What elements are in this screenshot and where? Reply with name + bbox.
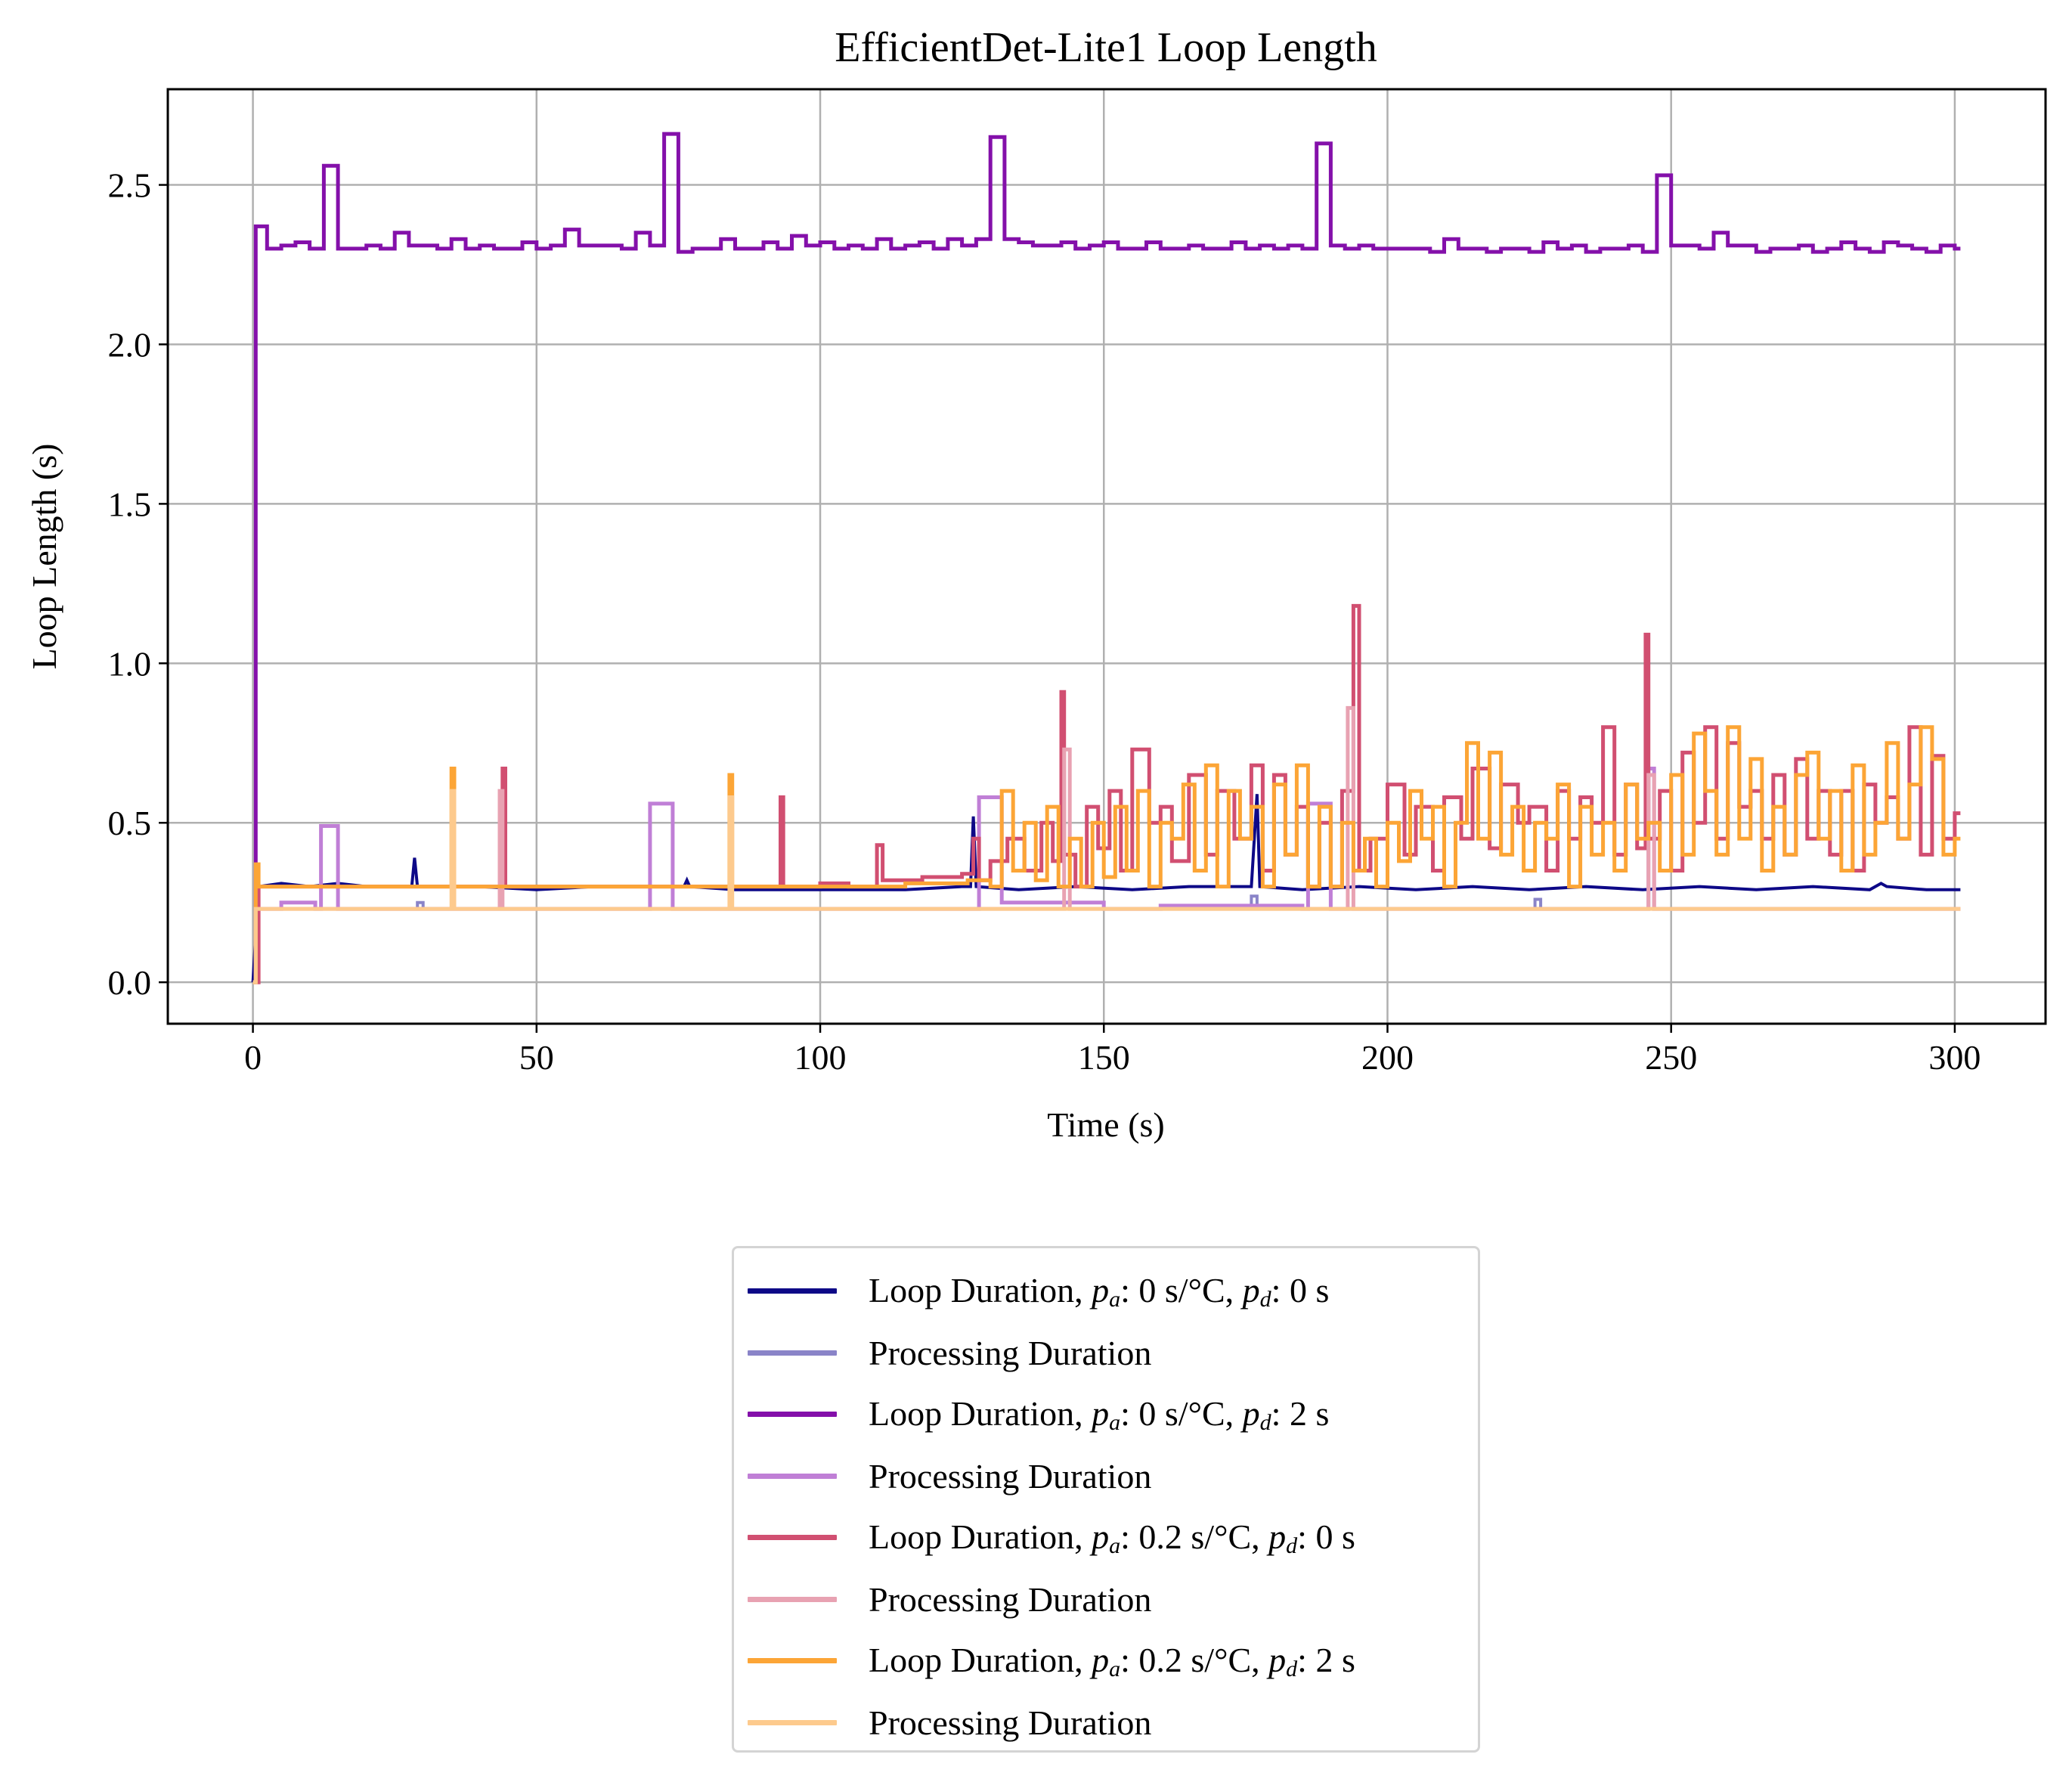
legend-label: Processing Duration (869, 1456, 1151, 1496)
legend-swatch (748, 1719, 837, 1725)
legend-subscript: d (1259, 1409, 1271, 1435)
legend-symbol: p (1092, 1270, 1110, 1310)
legend-swatch (748, 1658, 837, 1664)
legend-swatch (748, 1535, 837, 1541)
x-tick-label: 200 (1361, 1038, 1414, 1077)
legend-text: Processing Duration (869, 1333, 1152, 1372)
y-tick-label: 2.5 (108, 166, 152, 205)
legend-text: Processing Duration (869, 1703, 1152, 1742)
x-tick-label: 0 (244, 1038, 262, 1077)
legend-text: : 0 s/°C, (1120, 1393, 1243, 1433)
legend-entry-6: Processing Duration (734, 1569, 1478, 1631)
legend-text: : 0.2 s/°C, (1120, 1640, 1269, 1679)
x-axis: 0 50 100 150 200 250 300 (244, 1024, 1981, 1077)
legend-entry-3: Loop Duration, pa: 0 s/°C, pd: 2 s (734, 1384, 1478, 1446)
legend-swatch (748, 1596, 837, 1602)
legend-entry-1: Loop Duration, pa: 0 s/°C, pd: 0 s (734, 1260, 1478, 1322)
legend-symbol: p (1268, 1517, 1287, 1556)
x-axis-label: Time (s) (1047, 1105, 1165, 1144)
legend-symbol: p (1242, 1270, 1260, 1310)
legend-text: : 0 s (1271, 1270, 1330, 1310)
legend-symbol: p (1268, 1640, 1287, 1679)
legend-entry-2: Processing Duration (734, 1322, 1478, 1384)
legend-symbol: p (1092, 1517, 1110, 1556)
y-tick-label: 2.0 (108, 325, 152, 364)
legend-entry-5: Loop Duration, pa: 0.2 s/°C, pd: 0 s (734, 1507, 1478, 1569)
legend-symbol: p (1092, 1640, 1110, 1679)
legend-label: Processing Duration (869, 1703, 1151, 1743)
legend-text: Processing Duration (869, 1579, 1152, 1619)
legend: Loop Duration, pa: 0 s/°C, pd: 0 s Proces… (732, 1246, 1480, 1753)
series-line-8 (252, 789, 1961, 984)
legend-text: Loop Duration, (869, 1517, 1092, 1556)
legend-text: Processing Duration (869, 1456, 1152, 1495)
x-tick-label: 250 (1645, 1038, 1697, 1077)
legend-symbol: p (1242, 1393, 1260, 1433)
legend-text: : 0 s/°C, (1120, 1270, 1243, 1310)
legend-swatch (748, 1412, 837, 1418)
legend-text: Loop Duration, (869, 1270, 1092, 1310)
legend-swatch (748, 1473, 837, 1479)
y-tick-label: 0.5 (108, 804, 152, 842)
y-axis-label: Loop Length (s) (25, 444, 63, 670)
legend-subscript: d (1286, 1533, 1298, 1558)
x-tick-label: 50 (519, 1038, 554, 1077)
legend-text: Loop Duration, (869, 1393, 1092, 1433)
legend-label: Processing Duration (869, 1333, 1151, 1373)
legend-label: Loop Duration, pa: 0 s/°C, pd: 0 s (869, 1270, 1329, 1313)
x-tick-label: 150 (1078, 1038, 1130, 1077)
legend-symbol: p (1092, 1393, 1110, 1433)
x-tick-label: 300 (1928, 1038, 1981, 1077)
chart-title: EfficientDet-Lite1 Loop Length (835, 24, 1377, 71)
legend-entry-8: Processing Duration (734, 1692, 1478, 1754)
plot-frame (166, 88, 2047, 1025)
legend-label: Loop Duration, pa: 0 s/°C, pd: 2 s (869, 1393, 1329, 1436)
legend-entry-4: Processing Duration (734, 1446, 1478, 1508)
legend-text: : 2 s (1297, 1640, 1355, 1679)
legend-text: Loop Duration, (869, 1640, 1092, 1679)
x-tick-label: 100 (794, 1038, 847, 1077)
series-line-3 (252, 132, 1961, 984)
legend-subscript: d (1286, 1656, 1298, 1681)
legend-subscript: d (1259, 1286, 1271, 1312)
legend-swatch (748, 1288, 837, 1294)
legend-subscript: a (1109, 1656, 1121, 1681)
legend-text: : 2 s (1271, 1393, 1330, 1433)
legend-subscript: a (1109, 1409, 1121, 1435)
series-line-7 (252, 725, 1961, 984)
y-tick-label: 0.0 (108, 963, 152, 1002)
legend-text: : 0 s (1297, 1517, 1355, 1556)
series-layer (251, 132, 1961, 984)
legend-text: : 0.2 s/°C, (1120, 1517, 1269, 1556)
legend-label: Processing Duration (869, 1579, 1151, 1619)
y-tick-label: 1.5 (108, 485, 152, 523)
y-tick-label: 1.0 (108, 644, 152, 683)
legend-subscript: a (1109, 1286, 1121, 1312)
legend-label: Loop Duration, pa: 0.2 s/°C, pd: 2 s (869, 1640, 1355, 1682)
legend-entry-7: Loop Duration, pa: 0.2 s/°C, pd: 2 s (734, 1630, 1478, 1692)
legend-subscript: a (1109, 1533, 1121, 1558)
legend-label: Loop Duration, pa: 0.2 s/°C, pd: 0 s (869, 1517, 1355, 1559)
series-line-1 (251, 794, 1961, 983)
legend-swatch (748, 1350, 837, 1356)
y-axis: 0.0 0.5 1.0 1.5 2.0 2.5 (108, 166, 168, 1002)
